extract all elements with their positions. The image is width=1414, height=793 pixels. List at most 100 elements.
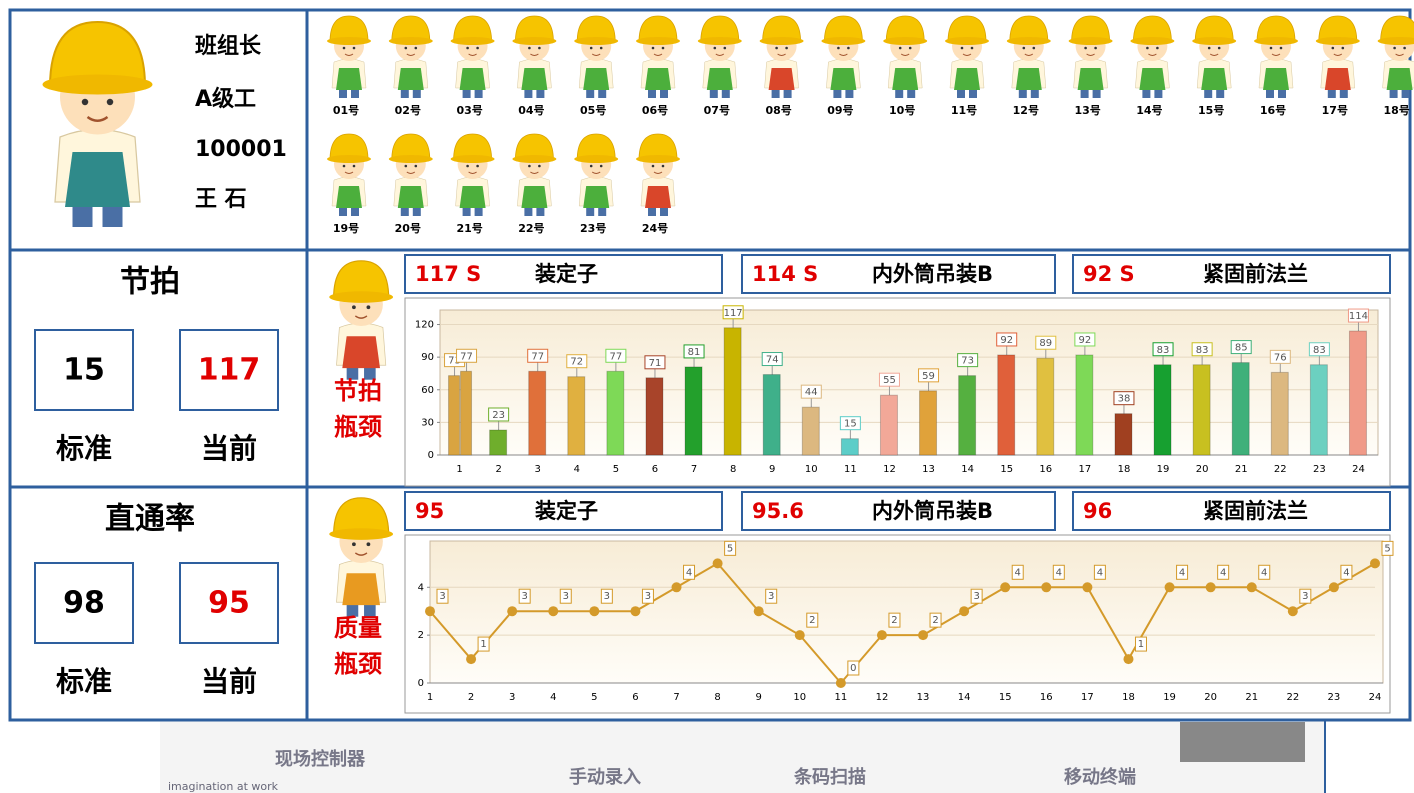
x-tick-label: 22: [1274, 464, 1287, 475]
apron: [65, 152, 130, 207]
point: [1041, 582, 1051, 592]
x-tick-label: 7: [673, 692, 679, 703]
eye: [652, 47, 655, 50]
eye: [466, 165, 469, 168]
data-label: 4: [1097, 567, 1103, 578]
footer-item: 手动录入: [569, 766, 641, 788]
x-tick-label: 9: [769, 464, 775, 475]
point: [918, 630, 928, 640]
data-label: 74: [766, 355, 779, 366]
data-label: 71: [649, 358, 662, 369]
eye: [528, 47, 531, 50]
x-tick-label: 17: [1079, 464, 1092, 475]
x-tick-label: 21: [1245, 692, 1258, 703]
eye: [590, 165, 593, 168]
point: [836, 678, 846, 688]
x-tick-label: 19: [1163, 692, 1176, 703]
worker-label: 18号: [1383, 104, 1409, 117]
eye: [1033, 47, 1036, 50]
point: [672, 582, 682, 592]
point: [1370, 558, 1380, 568]
apron: [1139, 68, 1165, 90]
point: [425, 606, 435, 616]
data-label: 3: [563, 591, 569, 602]
bar: [998, 355, 1015, 455]
helmet-brim: [574, 37, 618, 45]
x-tick-label: 10: [793, 692, 806, 703]
bottleneck-value: 95: [415, 499, 444, 523]
data-label: 59: [922, 371, 935, 382]
eye: [1342, 47, 1345, 50]
apron: [1078, 68, 1104, 90]
bar: [841, 439, 858, 455]
eye: [785, 47, 788, 50]
apron: [460, 68, 486, 90]
eye: [590, 47, 593, 50]
eye: [1084, 47, 1087, 50]
x-tick-label: 21: [1235, 464, 1248, 475]
data-label: 3: [604, 591, 610, 602]
worker-label: 23号: [580, 222, 606, 235]
x-tick-label: 1: [427, 692, 433, 703]
worker-label: 22号: [518, 222, 544, 235]
x-tick-label: 5: [613, 464, 619, 475]
helmet-brim: [636, 37, 680, 45]
eye: [1208, 47, 1211, 50]
kpi-label: 标准: [56, 432, 112, 465]
bar: [1193, 365, 1210, 455]
eye: [1094, 47, 1097, 50]
helmet-brim: [327, 155, 371, 163]
bar: [646, 378, 663, 455]
x-tick-label: 13: [917, 692, 930, 703]
data-label: 77: [610, 351, 623, 362]
point: [548, 606, 558, 616]
eye: [352, 305, 356, 309]
eye: [662, 165, 665, 168]
point: [1082, 582, 1092, 592]
x-tick-label: 6: [632, 692, 638, 703]
bar: [607, 371, 624, 455]
kpi-label: 当前: [201, 432, 257, 465]
apron: [336, 68, 362, 90]
bottleneck-station: 内外筒吊装B: [872, 262, 993, 286]
eye: [538, 47, 541, 50]
apron: [398, 186, 424, 208]
bar: [1115, 414, 1132, 455]
x-tick-label: 20: [1204, 692, 1217, 703]
bar: [959, 376, 976, 455]
eye: [476, 165, 479, 168]
footer-item: 条码扫描: [793, 766, 866, 788]
apron: [583, 186, 609, 208]
data-label: 114: [1349, 311, 1368, 322]
eye: [847, 47, 850, 50]
worker-label: 06号: [642, 104, 668, 117]
data-label: 85: [1235, 343, 1248, 354]
y-tick-label: 0: [428, 450, 434, 461]
worker-label: 04号: [518, 104, 544, 117]
apron: [1201, 68, 1227, 90]
point: [1123, 654, 1133, 664]
bottleneck-value: 96: [1083, 499, 1112, 523]
worker-label: 09号: [827, 104, 853, 117]
bottleneck-station: 内外筒吊装B: [872, 499, 993, 523]
kpi-label: 当前: [201, 665, 257, 698]
apron: [1325, 68, 1351, 90]
worker-label: 17号: [1322, 104, 1348, 117]
data-label: 92: [1079, 335, 1092, 346]
x-tick-label: 7: [691, 464, 697, 475]
eye: [353, 165, 356, 168]
helmet-brim: [1316, 37, 1360, 45]
data-label: 92: [1000, 335, 1013, 346]
x-tick-label: 9: [756, 692, 762, 703]
data-label: 0: [850, 663, 856, 674]
data-label: 4: [1261, 567, 1267, 578]
bar: [1271, 372, 1288, 455]
x-tick-label: 4: [574, 464, 580, 475]
bar: [529, 371, 546, 455]
worker-label: 14号: [1136, 104, 1162, 117]
eye: [353, 47, 356, 50]
helmet-brim: [760, 37, 804, 45]
apron: [460, 186, 486, 208]
x-tick-label: 2: [468, 692, 474, 703]
data-label: 4: [686, 567, 692, 578]
